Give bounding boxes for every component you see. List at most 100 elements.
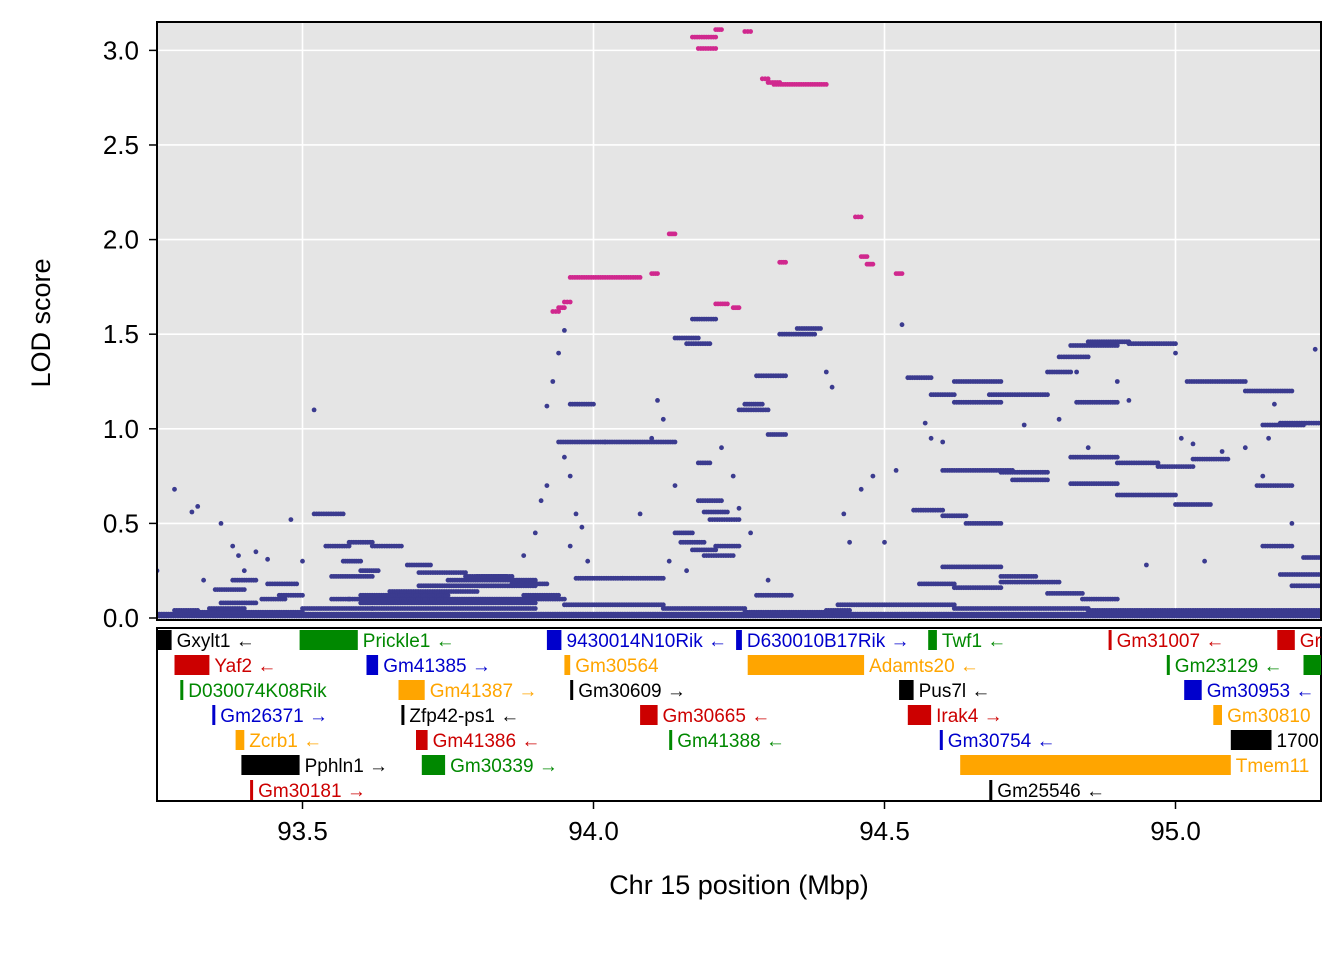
- snp-point: [748, 530, 753, 536]
- snp-point: [1126, 398, 1132, 403]
- gene-label: Prickle1 ←: [363, 631, 455, 652]
- snp-point: [922, 420, 928, 426]
- snp-point: [789, 592, 794, 598]
- snp-point: [300, 609, 305, 615]
- gene-label: 9430014N10Rik ←: [567, 631, 728, 652]
- snp-point: [288, 517, 294, 522]
- gene-label: Gm30181 →: [258, 781, 366, 802]
- snp-point: [346, 543, 352, 549]
- gene-bar: [241, 755, 300, 775]
- gene-bar: [180, 680, 184, 700]
- gene-label: Gm30665 ←: [663, 706, 771, 727]
- gene-bar: [669, 730, 673, 750]
- snp-point: [1289, 521, 1295, 526]
- snp-point: [1033, 574, 1039, 579]
- snp-point: [585, 558, 591, 564]
- gene-bar: [174, 655, 210, 675]
- gene-label: D630010B17Rik →: [747, 631, 910, 652]
- snp-point: [736, 305, 742, 311]
- gene-label: Gr: [1300, 631, 1322, 652]
- gene-label: Irak4 →: [936, 706, 1003, 727]
- snp-point: [730, 473, 736, 479]
- gene-label: Tmem11: [1236, 756, 1310, 777]
- snp-point: [550, 379, 556, 384]
- snp-point: [369, 574, 375, 579]
- snp-point: [311, 407, 317, 413]
- snp-point: [870, 473, 876, 479]
- snp-point: [940, 439, 946, 445]
- snp-point: [562, 454, 567, 460]
- snp-point: [951, 581, 957, 587]
- snp-point: [241, 606, 247, 611]
- gene-label: Gm30609 →: [578, 681, 686, 702]
- y-axis-label: LOD score: [26, 258, 56, 387]
- y-tick-label: 0.5: [103, 508, 139, 538]
- snp-point: [818, 326, 823, 331]
- snp-point: [1242, 379, 1248, 384]
- snp-point: [369, 606, 375, 611]
- gene-bar: [1213, 705, 1222, 725]
- snp-point: [655, 398, 660, 403]
- snp-point: [1056, 579, 1062, 585]
- gene-label: Gm26371 →: [220, 706, 328, 727]
- snp-point: [1085, 445, 1091, 451]
- snp-point: [591, 401, 596, 407]
- gene-bar: [1277, 630, 1295, 650]
- snp-points: [157, 316, 1321, 619]
- snp-point: [940, 507, 946, 513]
- snp-point: [1173, 341, 1178, 347]
- snp-point: [1085, 354, 1091, 360]
- snp-point: [1173, 492, 1178, 498]
- gene-bar: [235, 730, 245, 750]
- gene-label: Gm23129 ←: [1175, 656, 1283, 677]
- gene-label: Gm30810: [1227, 706, 1310, 727]
- snp-point: [748, 29, 753, 34]
- snp-point: [544, 483, 550, 488]
- snp-point: [544, 581, 550, 587]
- gene-label: Twf1 ←: [942, 631, 1006, 652]
- snp-point: [556, 350, 561, 356]
- snp-point: [463, 570, 468, 575]
- y-tick-label: 1.5: [103, 319, 139, 349]
- y-axis: 0.0 0.5 1.0 1.5 2.0 2.5 3.0: [103, 35, 157, 633]
- snp-point: [428, 562, 433, 568]
- snp-point: [1272, 401, 1277, 407]
- snp-point: [1045, 469, 1050, 475]
- snp-point: [858, 486, 864, 492]
- gene-label: Yaf2 ←: [214, 656, 276, 677]
- gene-bar: [401, 705, 405, 725]
- snp-point: [556, 309, 561, 314]
- snp-point: [567, 543, 573, 549]
- snp-point: [695, 335, 701, 341]
- snp-point: [783, 432, 788, 437]
- snp-point: [713, 316, 719, 322]
- gene-bar: [960, 755, 1231, 775]
- gene-bar: [1230, 730, 1272, 750]
- snp-point: [218, 521, 224, 526]
- snp-point: [294, 581, 300, 587]
- y-tick-label: 2.5: [103, 130, 139, 160]
- snp-point: [829, 384, 835, 390]
- snp-point: [474, 589, 480, 594]
- snp-point: [713, 547, 719, 553]
- snp-point: [556, 592, 561, 598]
- gene-bar: [398, 680, 425, 700]
- snp-point: [701, 539, 707, 545]
- gene-bar: [907, 705, 932, 725]
- snp-point: [1114, 481, 1120, 487]
- snp-point: [282, 596, 288, 602]
- snp-point: [236, 553, 241, 558]
- snp-point: [666, 558, 672, 564]
- x-tick-label: 93.5: [277, 816, 328, 846]
- snp-point: [375, 568, 381, 574]
- snp-point: [893, 468, 899, 473]
- snp-point: [172, 486, 177, 492]
- gene-bar: [899, 680, 914, 700]
- snp-point: [864, 254, 870, 259]
- snp-point: [189, 509, 195, 515]
- snp-point: [509, 574, 515, 579]
- snp-point: [951, 602, 957, 608]
- gene-track: Gxylt1 ← Yaf2 ← D030074K08Rik Gm26371 → Zcrb…: [157, 630, 1322, 802]
- snp-point: [562, 328, 567, 333]
- gene-label: Adamts20 ←: [869, 656, 979, 677]
